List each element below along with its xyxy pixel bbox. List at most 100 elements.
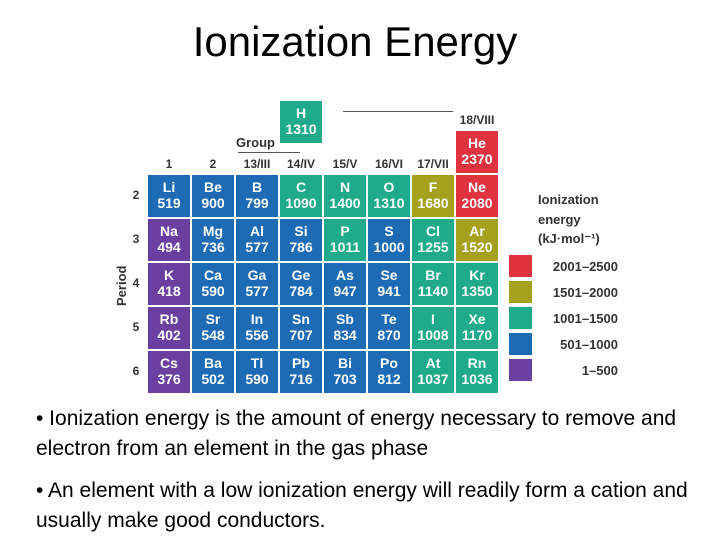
legend-title-line3: (kJ·mol⁻¹) xyxy=(538,231,600,246)
element-symbol: Ne xyxy=(468,179,486,195)
periodic-table-diagram: Group Period Ionization energy (kJ·mol⁻¹… xyxy=(114,100,618,394)
element-symbol: N xyxy=(339,179,351,195)
group-header: 1 xyxy=(165,157,173,171)
legend-range-label: 1001–1500 xyxy=(552,311,618,326)
element-symbol: Br xyxy=(425,267,441,283)
element-ionization-value: 707 xyxy=(289,327,313,343)
element-cell-sn: Sn 707 xyxy=(279,306,323,350)
group-underline xyxy=(238,152,300,153)
element-symbol: Ga xyxy=(247,267,267,283)
element-symbol: Se xyxy=(380,267,398,283)
element-symbol: Kr xyxy=(469,267,485,283)
element-ionization-value: 716 xyxy=(289,371,313,387)
element-ionization-value: 519 xyxy=(157,195,181,211)
element-cell-br: Br 1140 xyxy=(411,262,455,306)
element-symbol: I xyxy=(431,311,435,327)
group-header: 18/VIII xyxy=(459,113,495,127)
element-cell-in: In 556 xyxy=(235,306,279,350)
element-ionization-value: 2080 xyxy=(461,195,493,211)
period-number: 5 xyxy=(132,320,140,334)
legend-swatch xyxy=(508,306,533,330)
element-cell-rb: Rb 402 xyxy=(147,306,191,350)
element-symbol: Rn xyxy=(467,355,487,371)
element-cell-i: I 1008 xyxy=(411,306,455,350)
element-ionization-value: 1140 xyxy=(417,283,449,299)
element-ionization-value: 1520 xyxy=(461,239,493,255)
element-cell-kr: Kr 1350 xyxy=(455,262,499,306)
slide-title: Ionization Energy xyxy=(192,18,518,65)
element-ionization-value: 418 xyxy=(157,283,181,299)
period-number: 6 xyxy=(132,364,140,378)
element-cell-si: Si 786 xyxy=(279,218,323,262)
element-ionization-value: 784 xyxy=(289,283,313,299)
legend-title-line1: Ionization xyxy=(538,192,599,207)
element-ionization-value: 1090 xyxy=(285,195,317,211)
element-cell-te: Te 870 xyxy=(367,306,411,350)
element-symbol: Po xyxy=(380,355,398,371)
legend-range-label: 2001–2500 xyxy=(552,259,618,274)
element-ionization-value: 834 xyxy=(333,327,357,343)
period-number: 3 xyxy=(132,232,140,246)
element-symbol: Na xyxy=(160,223,178,239)
element-cell-cs: Cs 376 xyxy=(147,350,191,394)
element-cell-rn: Rn 1036 xyxy=(455,350,499,394)
element-symbol: Al xyxy=(250,223,264,239)
element-symbol: At xyxy=(425,355,441,371)
element-symbol: He xyxy=(468,135,486,151)
element-ionization-value: 1255 xyxy=(417,239,449,255)
element-cell-at: At 1037 xyxy=(411,350,455,394)
element-ionization-value: 900 xyxy=(201,195,225,211)
bullet-definition: • Ionization energy is the amount of ene… xyxy=(36,407,677,460)
element-cell-he: He 2370 xyxy=(455,130,499,174)
element-cell-tl: Tl 590 xyxy=(235,350,279,394)
element-cell-ar: Ar 1520 xyxy=(455,218,499,262)
element-ionization-value: 703 xyxy=(333,371,357,387)
element-cell-ne: Ne 2080 xyxy=(455,174,499,218)
legend-swatch xyxy=(508,332,533,356)
element-ionization-value: 947 xyxy=(333,283,357,299)
element-ionization-value: 1011 xyxy=(329,239,361,255)
element-cell-na: Na 494 xyxy=(147,218,191,262)
legend-swatch xyxy=(508,358,533,382)
element-symbol: Cl xyxy=(426,223,440,239)
element-ionization-value: 590 xyxy=(245,371,269,387)
element-ionization-value: 786 xyxy=(289,239,313,255)
element-cell-se: Se 941 xyxy=(367,262,411,306)
group-label: Group xyxy=(236,135,275,150)
element-symbol: S xyxy=(384,223,394,239)
group-header: 15/V xyxy=(332,157,358,171)
h-to-he-connector xyxy=(343,111,453,112)
element-symbol: F xyxy=(428,179,438,195)
bullet-list: • Ionization energy is the amount of ene… xyxy=(36,404,706,548)
group-header: 14/IV xyxy=(286,157,316,171)
element-cell-sb: Sb 834 xyxy=(323,306,367,350)
element-symbol: P xyxy=(340,223,350,239)
element-cell-ca: Ca 590 xyxy=(191,262,235,306)
legend-range-label: 1–500 xyxy=(581,363,618,378)
element-cell-c: C 1090 xyxy=(279,174,323,218)
element-ionization-value: 812 xyxy=(377,371,401,387)
element-symbol: Li xyxy=(162,179,176,195)
element-symbol: Pb xyxy=(292,355,310,371)
element-cell-sr: Sr 548 xyxy=(191,306,235,350)
element-cell-al: Al 577 xyxy=(235,218,279,262)
element-symbol: Sb xyxy=(336,311,354,327)
element-symbol: Tl xyxy=(250,355,264,371)
element-cell-cl: Cl 1255 xyxy=(411,218,455,262)
period-number: 4 xyxy=(132,276,140,290)
element-symbol: In xyxy=(250,311,264,327)
group-header: 13/III xyxy=(243,157,271,171)
element-cell-f: F 1680 xyxy=(411,174,455,218)
element-symbol: O xyxy=(383,179,395,195)
element-symbol: B xyxy=(251,179,263,195)
element-ionization-value: 736 xyxy=(201,239,225,255)
legend-swatch xyxy=(508,254,533,278)
element-ionization-value: 556 xyxy=(245,327,269,343)
element-symbol: Ge xyxy=(291,267,311,283)
element-cell-p: P 1011 xyxy=(323,218,367,262)
element-ionization-value: 2370 xyxy=(461,151,493,167)
period-label: Period xyxy=(114,265,129,306)
element-cell-xe: Xe 1170 xyxy=(455,306,499,350)
element-symbol: H xyxy=(295,105,307,121)
element-symbol: Si xyxy=(294,223,308,239)
